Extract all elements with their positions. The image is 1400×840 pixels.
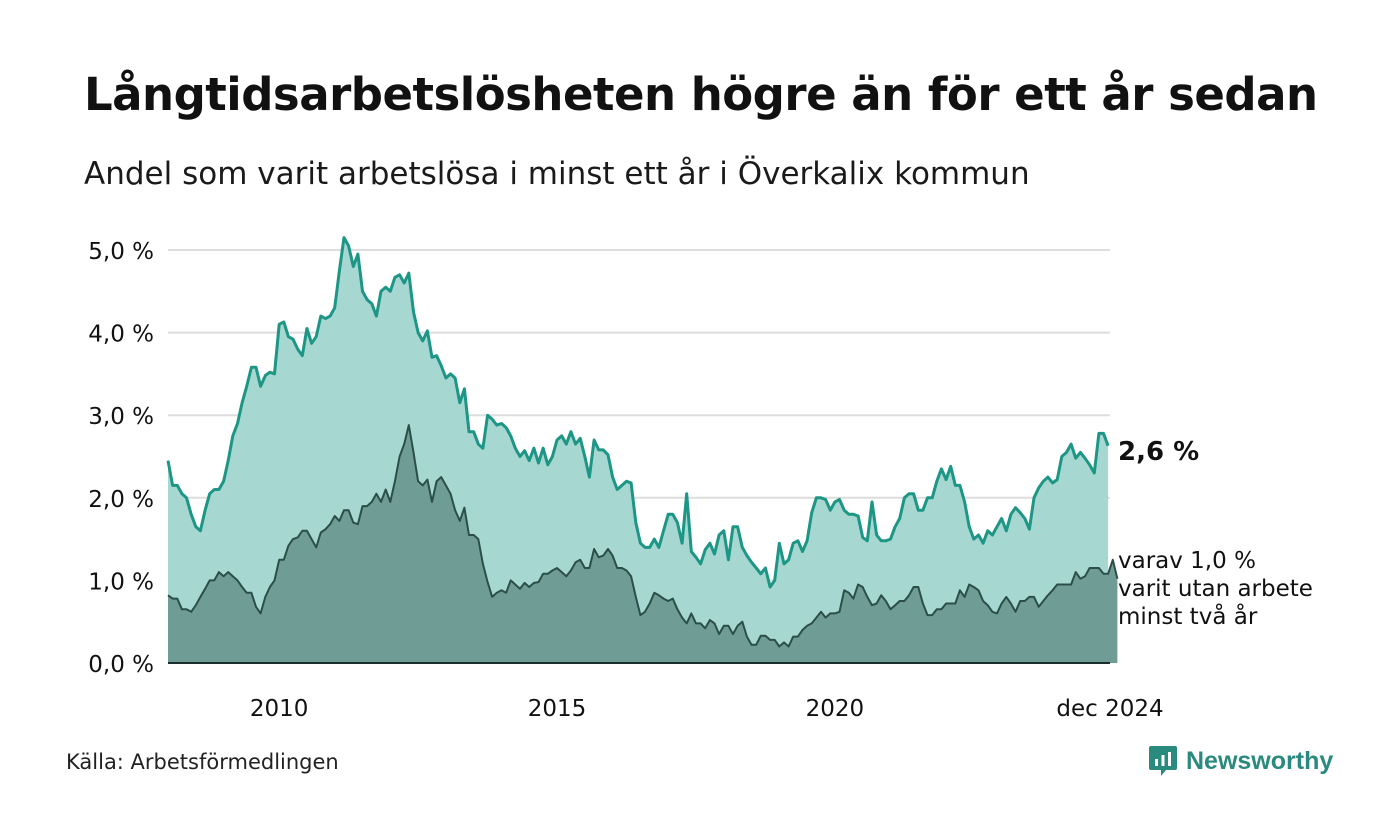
x-tick-label: dec 2024 [1056,696,1163,722]
brand-name: Newsworthy [1186,746,1334,775]
y-tick-label: 0,0 % [88,652,154,678]
chart-title: Långtidsarbetslösheten högre än för ett … [84,68,1318,121]
y-tick-label: 3,0 % [88,404,154,430]
y-tick-labels: 0,0 % 1,0 % 2,0 % 3,0 % 4,0 % 5,0 % [88,239,154,678]
y-tick-label: 2,0 % [88,487,154,513]
area-sub [168,425,1118,663]
x-tick-labels: 2010 2015 2020 dec 2024 [250,696,1164,722]
total-end-label: 2,6 % [1118,437,1199,467]
sub-end-label-line-1: varav 1,0 % [1118,548,1256,574]
newsworthy-logo-icon [1149,746,1177,776]
sub-end-label-line-3: minst två år [1118,602,1258,630]
chart-subtitle: Andel som varit arbetslösa i minst ett å… [84,156,1030,192]
x-tick-label: 2015 [528,696,587,722]
x-tick-label: 2010 [250,696,309,722]
line-sub [167,424,1119,648]
y-tick-label: 1,0 % [88,569,154,595]
sub-end-label-line-2: varit utan arbete [1118,576,1313,602]
source-note: Källa: Arbetsförmedlingen [66,750,339,774]
y-tick-label: 5,0 % [88,239,154,265]
brand-logo: Newsworthy [1148,744,1333,778]
line-total [166,236,1110,589]
x-tick-label: 2020 [806,696,865,722]
sub-end-label: varav 1,0 % varit utan arbete minst två … [1118,548,1320,630]
y-tick-label: 4,0 % [88,322,154,348]
